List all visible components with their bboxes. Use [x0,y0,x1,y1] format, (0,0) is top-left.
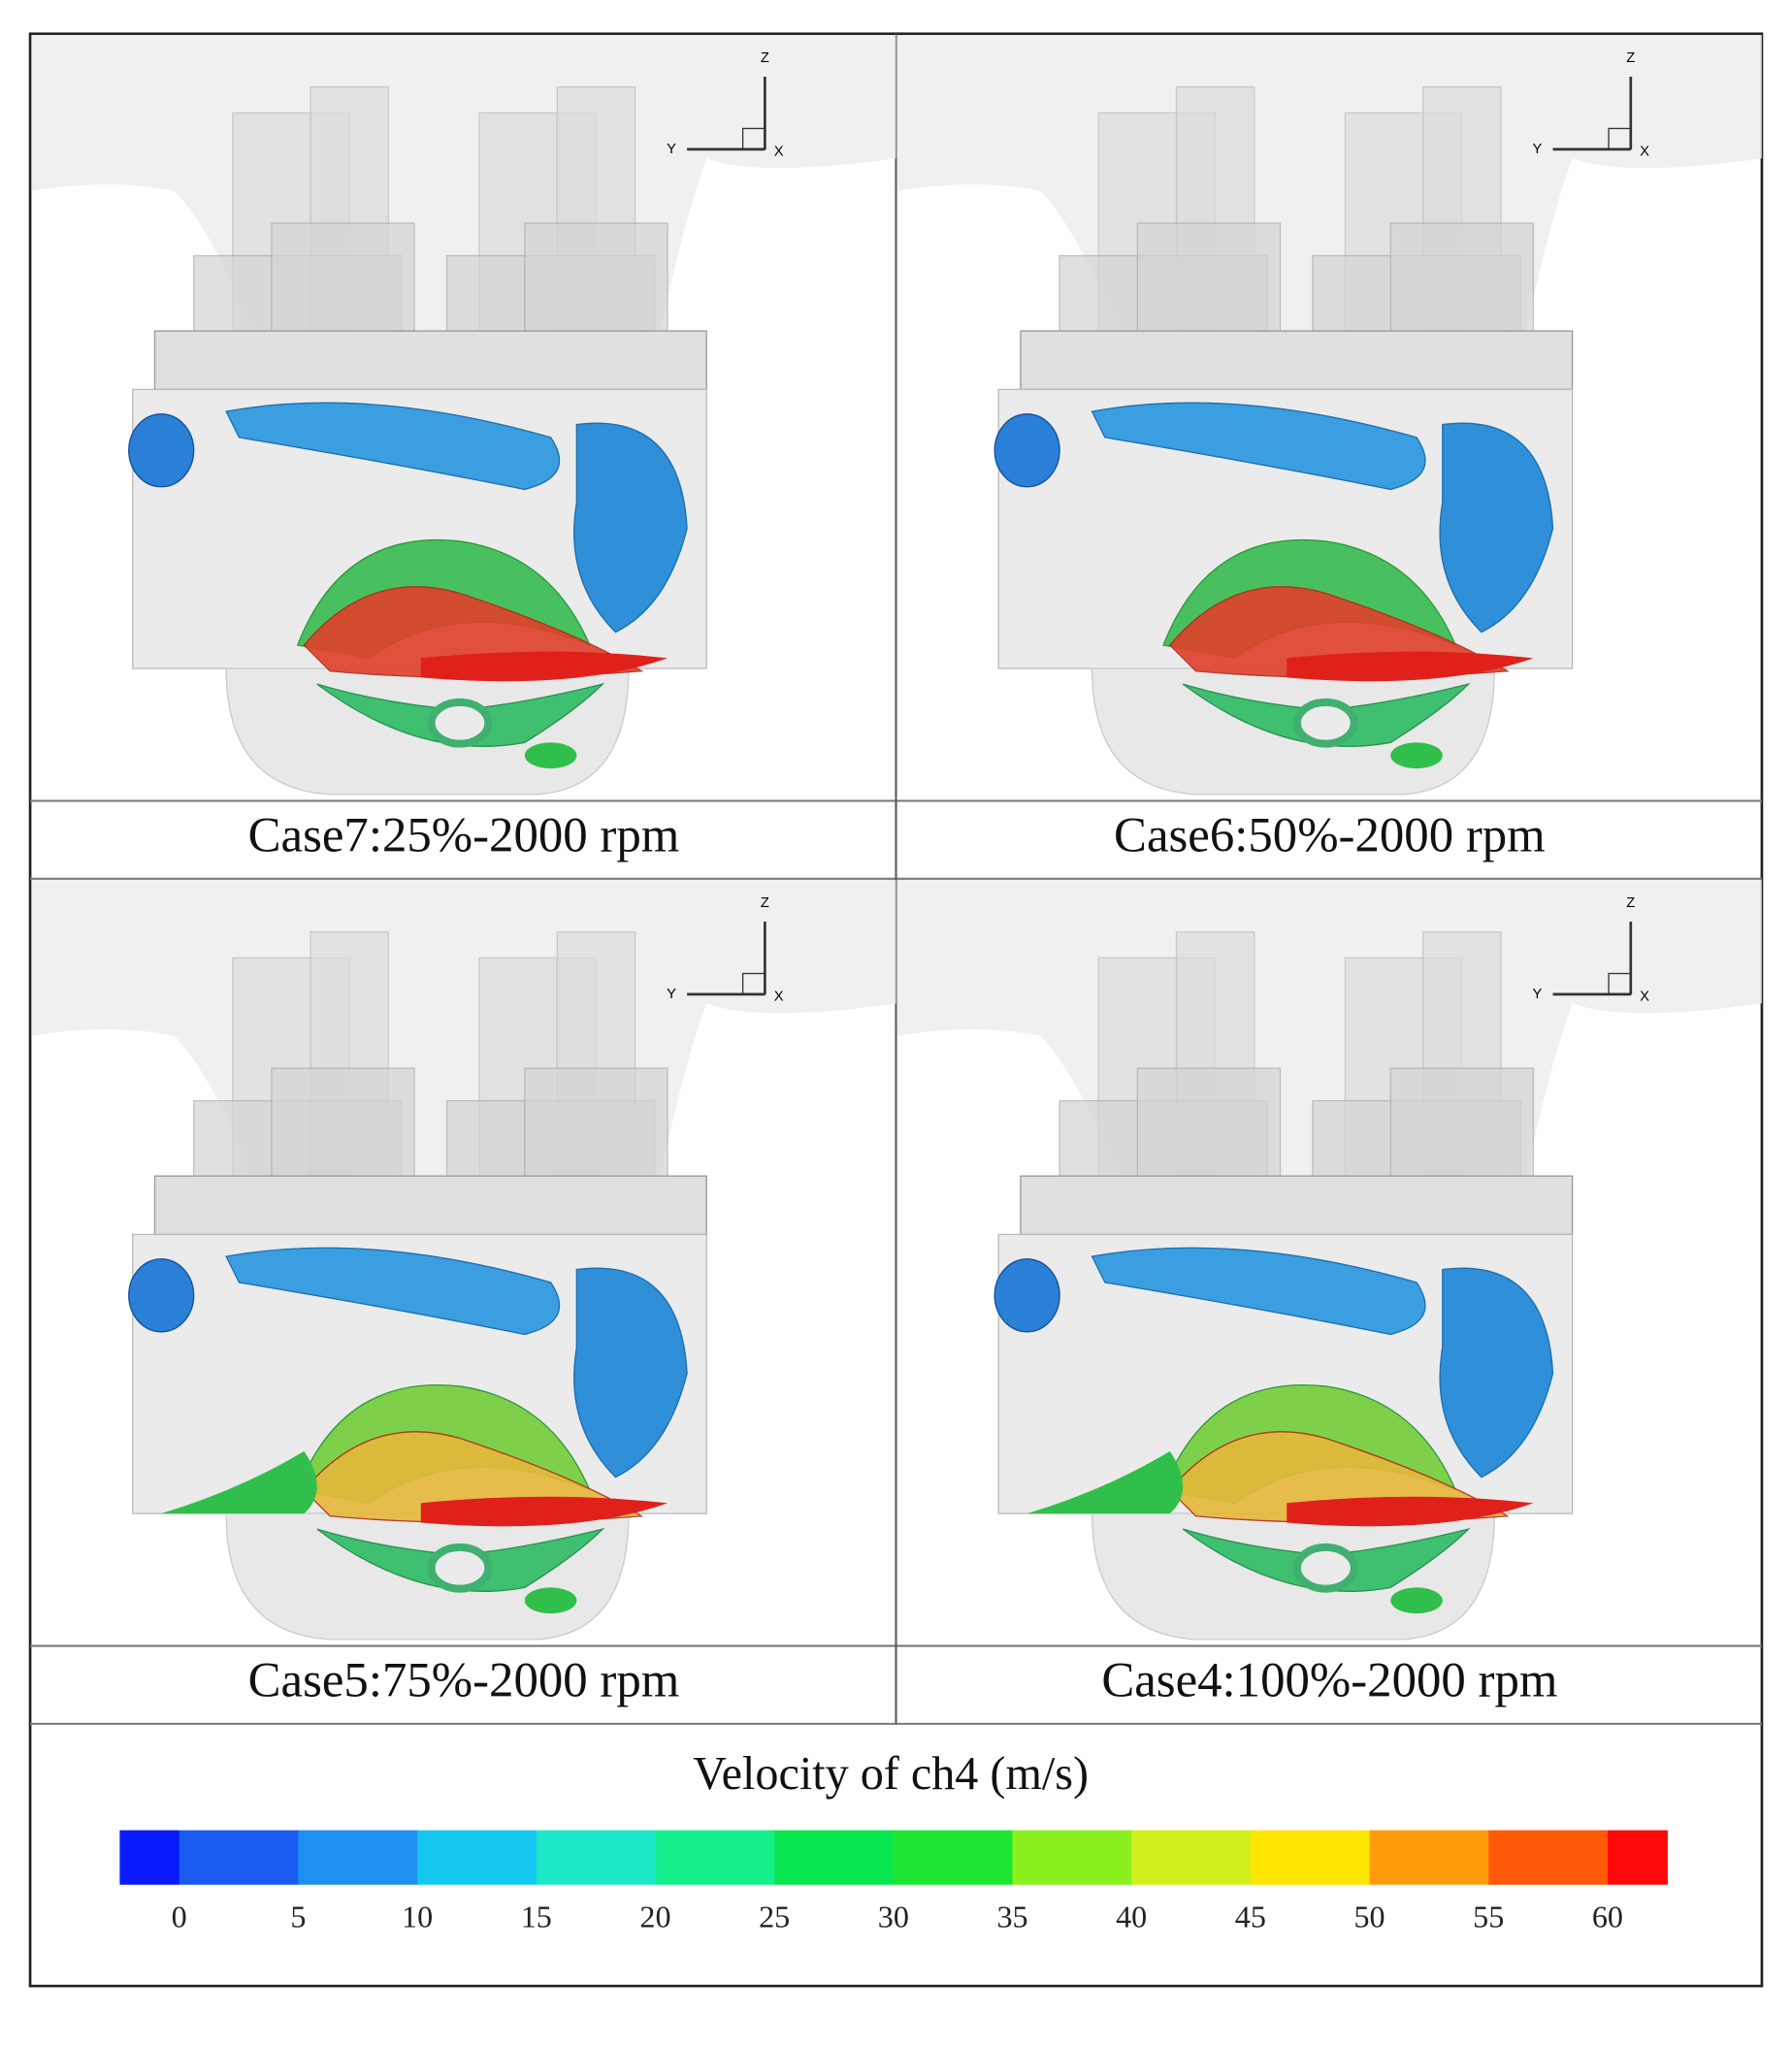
iso-surface [427,1543,493,1593]
colorbar-tick-label: 45 [1235,1899,1266,1933]
iso-surface [225,1247,561,1336]
iso-surface [1390,742,1443,769]
axis-label: Z [1626,895,1635,911]
cylinder-head [153,330,707,391]
colorbar-tick-label: 55 [1473,1899,1504,1933]
cfd-view: Z Y X [31,35,896,796]
cfd-view: Z Y X [896,35,1762,796]
colorbar-tick-label: 40 [1116,1899,1147,1933]
axis-label: Z [761,895,769,911]
axis-label: Y [1533,142,1543,157]
axis-label: Z [761,50,769,66]
panel-caption: Case7:25%-2000 rpm [248,807,680,861]
iso-surface [427,698,493,748]
colorbar-segment [774,1830,895,1885]
axis-label: X [1640,989,1649,1004]
colorbar-segment [417,1830,538,1885]
colorbar-segment [893,1830,1014,1885]
colorbar-segment [119,1830,180,1885]
colorbar-segment [536,1830,657,1885]
cylinder-head [1020,1175,1574,1236]
cfd-view: Z Y X [896,880,1762,1641]
colorbar-segment [1250,1830,1371,1885]
colorbar-segment [1131,1830,1252,1885]
colorbar-segment [298,1830,418,1885]
colorbar-segment [1369,1830,1489,1885]
axis-box [1608,127,1632,150]
colorbar-tick-label: 20 [639,1899,670,1933]
iso-surface [524,742,577,769]
iso-surface [1439,1267,1554,1478]
axis-label: Y [1533,987,1543,1002]
panel-caption: Case5:75%-2000 rpm [248,1652,680,1706]
axis-label: Z [1626,50,1635,66]
cfd-view: Z Y X [31,880,896,1641]
colorbar-tick-label: 0 [172,1899,187,1933]
iso-surface [573,1267,688,1478]
colorbar-segment [1012,1830,1132,1885]
colorbar-title: Velocity of ch4 (m/s) [693,1748,1089,1800]
iso-surface [994,413,1060,488]
iso-surface [573,422,688,634]
iso-surface [420,651,668,682]
panel-caption: Case6:50%-2000 rpm [1114,807,1546,861]
iso-surface [1292,1543,1358,1593]
colorbar-tick-label: 15 [521,1899,552,1933]
iso-surface [161,1450,317,1514]
panel-caption: Case4:100%-2000 rpm [1101,1652,1557,1706]
iso-surface [1091,402,1426,491]
axis-box [1608,972,1632,995]
colorbar-segment [1607,1830,1668,1885]
iso-surface [994,1258,1060,1333]
iso-surface [1026,1450,1184,1514]
cylinder-head [1020,330,1574,391]
colorbar-tick-label: 30 [878,1899,909,1933]
colorbar-tick-label: 35 [996,1899,1027,1933]
axis-label: X [1640,144,1649,159]
axis-label: X [774,144,784,159]
colorbar-segment [179,1830,300,1885]
iso-surface [1439,422,1554,634]
colorbar-tick-label: 60 [1592,1899,1623,1933]
colorbar-segment [1488,1830,1609,1885]
colorbar-tick-label: 25 [759,1899,790,1933]
axis-label: Y [667,987,676,1002]
axis-box [741,127,766,150]
iso-surface [128,413,195,488]
iso-surface [225,402,561,491]
colorbar-segment [655,1830,775,1885]
iso-surface [1287,651,1534,682]
iso-surface [128,1258,195,1333]
axis-box [741,972,766,995]
colorbar-tick-label: 5 [290,1899,306,1933]
axis-label: X [774,989,784,1004]
colorbar-tick-label: 50 [1354,1899,1385,1933]
iso-surface [1292,698,1358,748]
iso-surface [524,1587,577,1614]
iso-surface [420,1496,668,1527]
cylinder-head [153,1175,707,1236]
iso-surface [1390,1587,1443,1614]
colorbar-tick-label: 10 [402,1899,433,1933]
axis-label: Y [667,142,676,157]
iso-surface [1287,1496,1534,1527]
iso-surface [1091,1247,1426,1336]
